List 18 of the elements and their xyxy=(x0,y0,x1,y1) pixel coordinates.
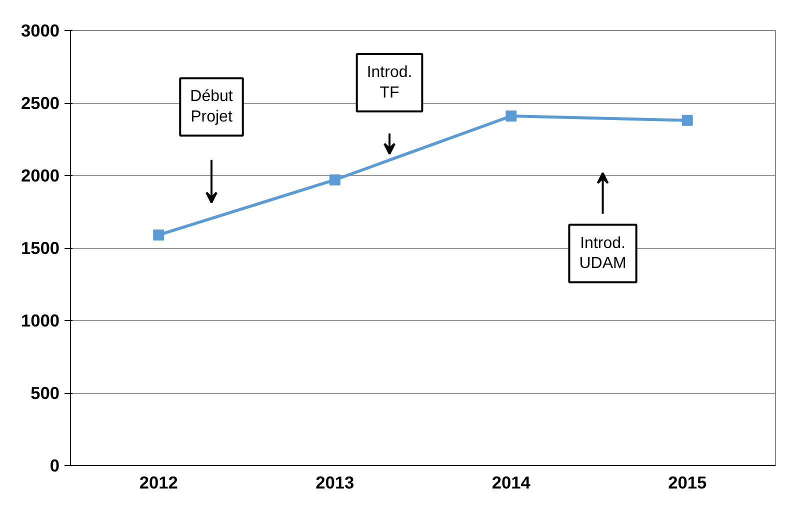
y-tick-label: 500 xyxy=(30,383,60,403)
annotation: Introd. TF xyxy=(366,64,412,102)
x-tick-label: 2014 xyxy=(492,472,531,492)
x-tick-label: 2015 xyxy=(668,472,708,492)
point xyxy=(506,110,517,122)
x-tick-label: 2013 xyxy=(316,472,355,492)
y-tick-label: 2000 xyxy=(20,166,60,186)
point xyxy=(682,114,693,126)
point xyxy=(329,174,340,186)
y-tick-label: 1500 xyxy=(20,238,60,258)
annotation: Introd. UDAM xyxy=(579,234,626,272)
annotation: Début Projet xyxy=(190,88,234,126)
y-tick-label: 0 xyxy=(50,456,60,476)
point xyxy=(153,229,164,240)
x-tick-label: 2012 xyxy=(139,472,178,492)
y-tick-label: 2500 xyxy=(20,93,60,113)
y-tick-label: 1000 xyxy=(20,310,60,330)
y-tick-label: 3000 xyxy=(20,20,60,40)
